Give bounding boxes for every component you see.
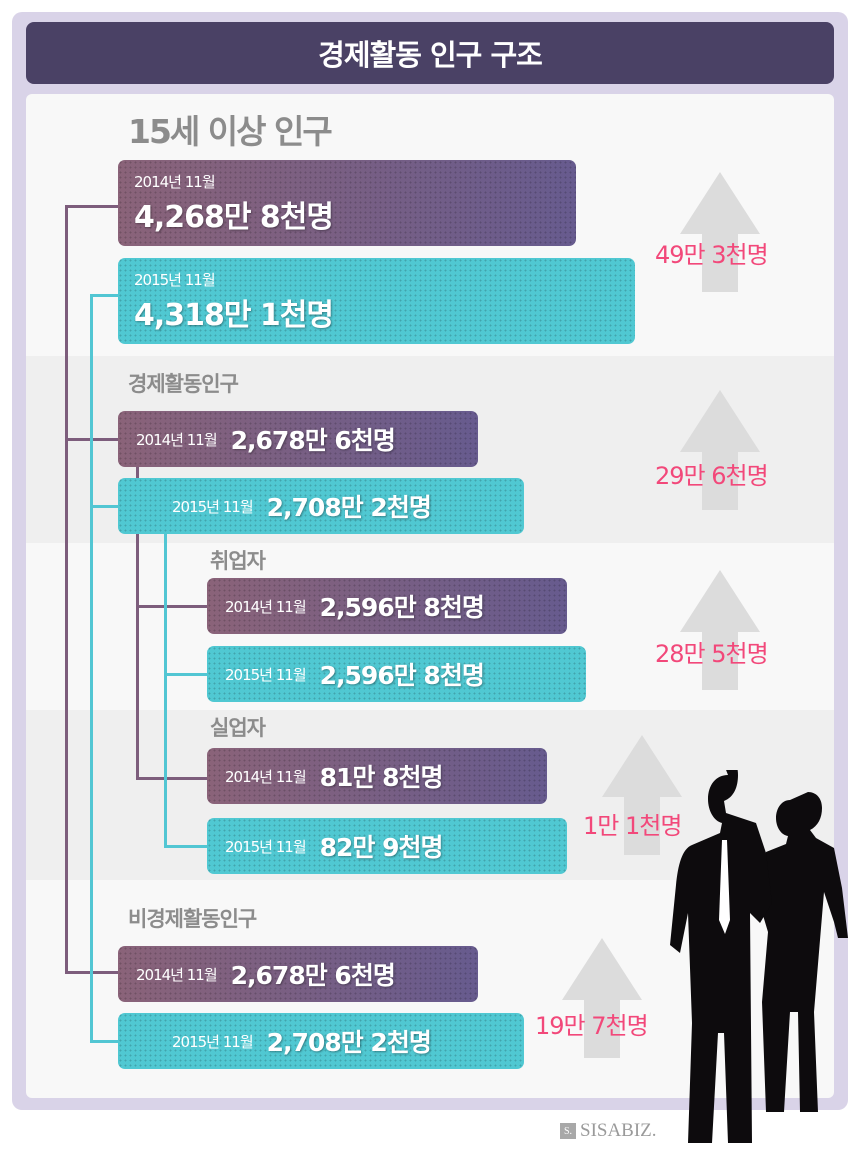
- population-15plus-2015-box: 2015년 11월 4,318만 1천명: [118, 258, 635, 344]
- date-label: 2015년 11월: [225, 665, 307, 684]
- up-arrow-icon: [680, 570, 760, 690]
- section-heading-unemployed: 실업자: [210, 716, 266, 740]
- employed-2014-box: 2014년 11월 2,596만 8천명: [207, 578, 567, 634]
- date-label: 2014년 11월: [136, 965, 218, 984]
- population-value: 2,708만 2천명: [266, 1028, 432, 1057]
- connector-2015: [90, 505, 118, 508]
- up-arrow-icon: [680, 172, 760, 292]
- connector-2014: [136, 467, 139, 780]
- date-label: 2014년 11월: [136, 430, 218, 449]
- increase-value-economically-inactive: 19만 7천명: [535, 1012, 649, 1040]
- date-label: 2014년 11월: [134, 172, 216, 191]
- connector-2014: [65, 205, 118, 208]
- population-value: 2,678만 6천명: [230, 961, 396, 990]
- economically-inactive-2014-box: 2014년 11월 2,678만 6천명: [118, 946, 478, 1002]
- date-label: 2014년 11월: [225, 597, 307, 616]
- date-label: 2015년 11월: [172, 1032, 254, 1051]
- population-value: 81만 8천명: [319, 763, 444, 792]
- increase-value-unemployed: 1만 1천명: [583, 812, 682, 840]
- up-arrow-icon: [562, 938, 642, 1058]
- sisabiz-logo: S. SISABIZ.: [560, 1120, 657, 1142]
- economically-active-2015-box: 2015년 11월 2,708만 2천명: [118, 478, 524, 534]
- population-value: 2,708만 2천명: [266, 493, 432, 522]
- up-arrow-icon: [602, 735, 682, 855]
- date-label: 2014년 11월: [225, 767, 307, 786]
- connector-2015: [90, 294, 93, 1043]
- employed-2015-box: 2015년 11월 2,596만 8천명: [207, 646, 586, 702]
- section-heading-employed: 취업자: [210, 549, 266, 573]
- economically-inactive-2015-box: 2015년 11월 2,708만 2천명: [118, 1013, 524, 1069]
- population-value: 82만 9천명: [319, 833, 444, 862]
- section-heading-economically-active: 경제활동인구: [128, 372, 239, 396]
- population-value: 4,318만 1천명: [134, 297, 334, 333]
- population-value: 2,596만 8천명: [319, 661, 485, 690]
- increase-value-employed: 28만 5천명: [655, 640, 769, 668]
- connector-2015: [90, 294, 118, 297]
- connector-2014: [65, 205, 68, 974]
- up-arrow-icon: [680, 390, 760, 510]
- population-value: 4,268만 8천명: [134, 199, 334, 235]
- economically-active-2014-box: 2014년 11월 2,678만 6천명: [118, 411, 478, 467]
- population-value: 2,678만 6천명: [230, 426, 396, 455]
- date-label: 2015년 11월: [225, 837, 307, 856]
- page-title: 경제활동 인구 구조: [26, 22, 834, 84]
- date-label: 2015년 11월: [134, 270, 216, 289]
- connector-2014: [136, 777, 207, 780]
- unemployed-2015-box: 2015년 11월 82만 9천명: [207, 818, 567, 874]
- section-heading-economically-inactive: 비경제활동인구: [128, 907, 257, 931]
- increase-value-economically-active: 29만 6천명: [655, 462, 769, 490]
- connector-2014: [136, 605, 207, 608]
- connector-2015: [164, 534, 167, 848]
- connector-2015: [164, 845, 207, 848]
- business-people-silhouette: [670, 770, 848, 1143]
- unemployed-2014-box: 2014년 11월 81만 8천명: [207, 748, 547, 804]
- connector-2015: [90, 1040, 118, 1043]
- tie-icon: [719, 840, 730, 934]
- population-value: 2,596만 8천명: [319, 593, 485, 622]
- date-label: 2015년 11월: [172, 497, 254, 516]
- increase-value-population-15plus: 49만 3천명: [655, 241, 769, 269]
- population-15plus-2014-box: 2014년 11월 4,268만 8천명: [118, 160, 576, 246]
- connector-2015: [164, 673, 207, 676]
- section-heading-population-15plus: 15세 이상 인구: [128, 112, 333, 151]
